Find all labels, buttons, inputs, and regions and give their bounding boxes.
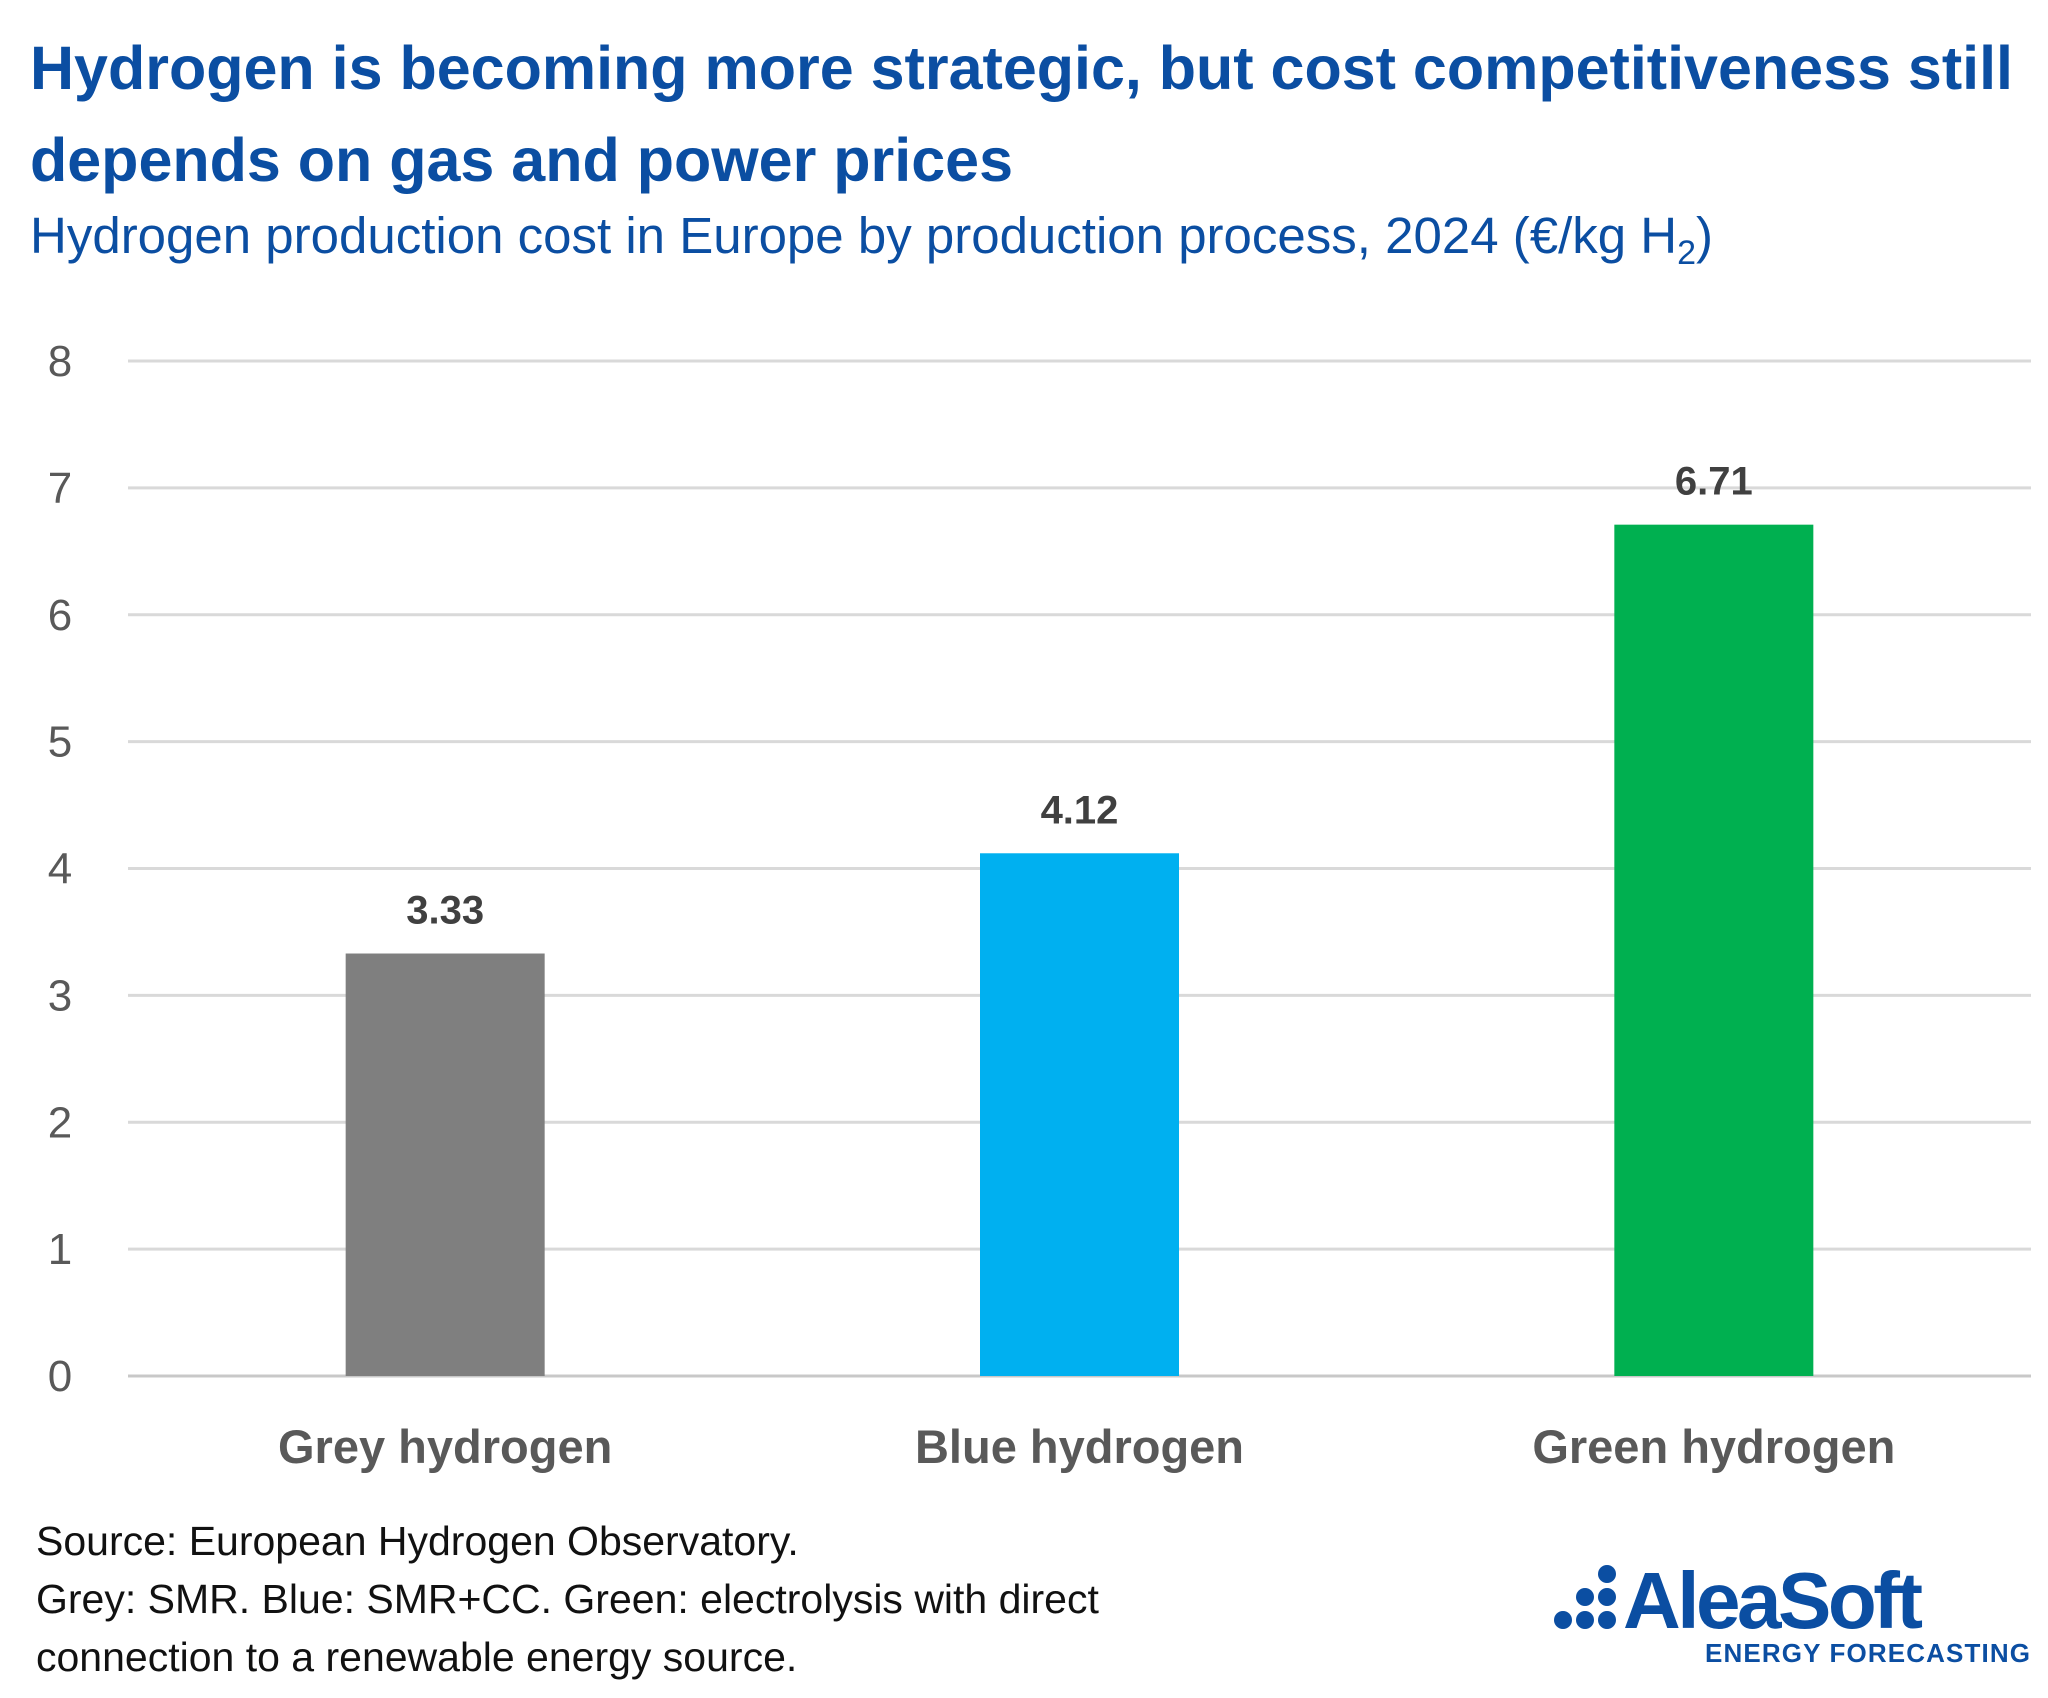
logo-dots-icon bbox=[1554, 1565, 1616, 1629]
bar-grey-hydrogen bbox=[345, 953, 545, 1376]
y-tick-label: 5 bbox=[48, 718, 72, 767]
y-tick-label: 0 bbox=[48, 1352, 72, 1401]
x-category-label: Green hydrogen bbox=[1532, 1420, 1895, 1473]
y-tick-label: 4 bbox=[48, 845, 72, 894]
chart-title: Hydrogen is becoming more strategic, but… bbox=[30, 34, 2013, 194]
y-tick-label: 1 bbox=[48, 1225, 72, 1274]
x-category-label: Blue hydrogen bbox=[915, 1420, 1244, 1473]
subtitle-text: Hydrogen production cost in Europe by pr… bbox=[30, 207, 1678, 264]
y-tick-label: 8 bbox=[48, 337, 72, 386]
subtitle-subscript: 2 bbox=[1677, 234, 1697, 273]
y-tick-label: 7 bbox=[48, 464, 72, 513]
data-label: 6.71 bbox=[1675, 460, 1753, 504]
footnote-definitions: Grey: SMR. Blue: SMR+CC. Green: electrol… bbox=[36, 1576, 1099, 1622]
logo-wordmark: AleaSoft bbox=[1623, 1560, 1923, 1645]
y-tick-label: 2 bbox=[48, 1098, 72, 1147]
x-category-label: Grey hydrogen bbox=[278, 1420, 612, 1473]
chart-subtitle: Hydrogen production cost in Europe by pr… bbox=[30, 206, 1713, 273]
subtitle-close: ) bbox=[1696, 207, 1714, 264]
data-label: 4.12 bbox=[1041, 788, 1119, 832]
y-tick-label: 3 bbox=[48, 971, 72, 1020]
aleasoft-logo: AleaSoft ENERGY FORECASTING bbox=[1554, 1560, 2030, 1668]
bar-blue-hydrogen bbox=[980, 853, 1179, 1376]
logo-tagline: ENERGY FORECASTING bbox=[1705, 1638, 2030, 1668]
footnote-source: Source: European Hydrogen Observatory. bbox=[36, 1518, 799, 1564]
bar-green-hydrogen bbox=[1614, 524, 1814, 1376]
footnote-definitions-cont: connection to a renewable energy source. bbox=[36, 1634, 798, 1680]
y-tick-label: 6 bbox=[48, 591, 72, 640]
data-label: 3.33 bbox=[406, 889, 484, 933]
footnotes: Source: European Hydrogen Observatory. G… bbox=[36, 1512, 1099, 1686]
